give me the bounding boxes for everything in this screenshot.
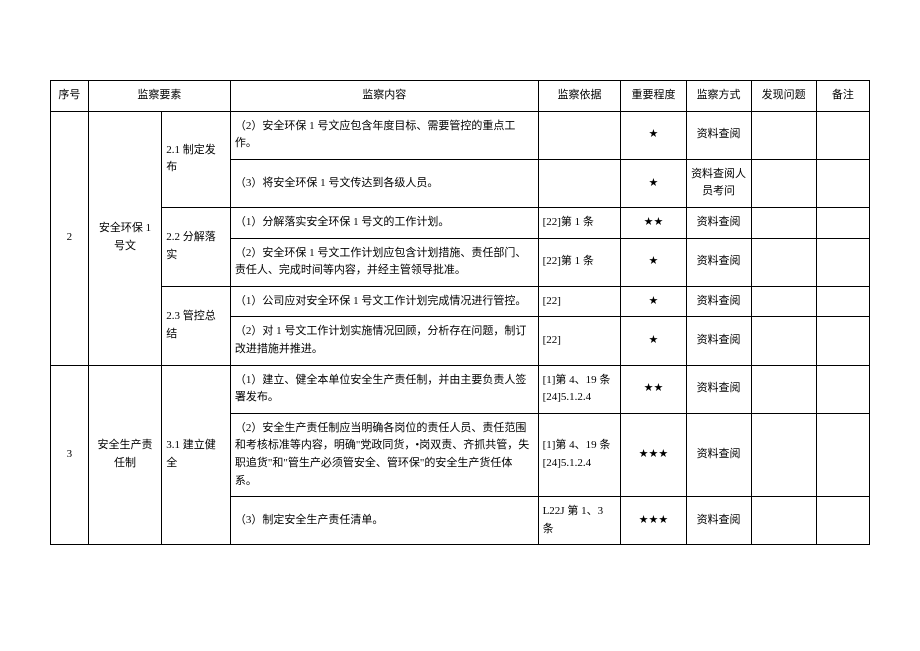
cell-issue (751, 365, 816, 413)
cell-basis: [1]第 4、19 条[24]5.1.2.4 (538, 413, 621, 496)
cell-issue (751, 238, 816, 286)
cell-basis: L22J 第 1、3 条 (538, 497, 621, 545)
cell-seq: 2 (51, 111, 89, 365)
cell-method: 资料查阅 (686, 286, 751, 317)
cell-importance: ★★★ (621, 497, 686, 545)
header-seq: 序号 (51, 81, 89, 112)
header-content: 监察内容 (230, 81, 538, 112)
cell-content: （1）分解落实安全环保 1 号文的工作计划。 (230, 207, 538, 238)
cell-method: 资料查阅人员考问 (686, 159, 751, 207)
header-method: 监察方式 (686, 81, 751, 112)
cell-note (816, 317, 869, 365)
cell-sub: 2.1 制定发布 (162, 111, 231, 207)
cell-sub: 2.2 分解落实 (162, 207, 231, 286)
cell-note (816, 159, 869, 207)
cell-issue (751, 286, 816, 317)
cell-basis: [22]第 1 条 (538, 238, 621, 286)
cell-issue (751, 497, 816, 545)
cell-note (816, 207, 869, 238)
cell-note (816, 111, 869, 159)
cell-basis: [22] (538, 317, 621, 365)
table-row: 2.3 管控总结 （1）公司应对安全环保 1 号文工作计划完成情况进行管控。 [… (51, 286, 870, 317)
table-row: 3 安全生产责任制 3.1 建立健全 （1）建立、健全本单位安全生产责任制，并由… (51, 365, 870, 413)
cell-basis (538, 111, 621, 159)
cell-basis: [22] (538, 286, 621, 317)
table-row: 2 安全环保 1 号文 2.1 制定发布 （2）安全环保 1 号文应包含年度目标… (51, 111, 870, 159)
cell-method: 资料查阅 (686, 111, 751, 159)
cell-content: （2）安全生产责任制应当明确各岗位的责任人员、责任范围和考核标准等内容，明确"党… (230, 413, 538, 496)
cell-method: 资料查阅 (686, 413, 751, 496)
header-basis: 监察依据 (538, 81, 621, 112)
header-note: 备注 (816, 81, 869, 112)
cell-note (816, 238, 869, 286)
cell-basis: [1]第 4、19 条[24]5.1.2.4 (538, 365, 621, 413)
cell-method: 资料查阅 (686, 497, 751, 545)
cell-content: （1）建立、健全本单位安全生产责任制，并由主要负责人签署发布。 (230, 365, 538, 413)
cell-method: 资料查阅 (686, 207, 751, 238)
cell-importance: ★★ (621, 207, 686, 238)
cell-importance: ★ (621, 286, 686, 317)
cell-content: （1）公司应对安全环保 1 号文工作计划完成情况进行管控。 (230, 286, 538, 317)
cell-issue (751, 207, 816, 238)
cell-seq: 3 (51, 365, 89, 545)
header-issue: 发现问题 (751, 81, 816, 112)
cell-note (816, 365, 869, 413)
cell-method: 资料查阅 (686, 317, 751, 365)
cell-issue (751, 413, 816, 496)
cell-issue (751, 111, 816, 159)
cell-importance: ★ (621, 317, 686, 365)
cell-content: （2）安全环保 1 号文应包含年度目标、需要管控的重点工作。 (230, 111, 538, 159)
cell-method: 资料查阅 (686, 365, 751, 413)
cell-importance: ★ (621, 111, 686, 159)
cell-content: （3）制定安全生产责任清单。 (230, 497, 538, 545)
cell-content: （2）安全环保 1 号文工作计划应包含计划措施、责任部门、责任人、完成时间等内容… (230, 238, 538, 286)
cell-sub: 2.3 管控总结 (162, 286, 231, 365)
cell-content: （3）将安全环保 1 号文传达到各级人员。 (230, 159, 538, 207)
cell-note (816, 286, 869, 317)
header-element: 监察要素 (88, 81, 230, 112)
cell-method: 资料查阅 (686, 238, 751, 286)
header-importance: 重要程度 (621, 81, 686, 112)
cell-basis (538, 159, 621, 207)
cell-element: 安全生产责任制 (88, 365, 161, 545)
cell-issue (751, 159, 816, 207)
cell-issue (751, 317, 816, 365)
inspection-table: 序号 监察要素 监察内容 监察依据 重要程度 监察方式 发现问题 备注 2 安全… (50, 80, 870, 545)
cell-importance: ★ (621, 159, 686, 207)
table-header-row: 序号 监察要素 监察内容 监察依据 重要程度 监察方式 发现问题 备注 (51, 81, 870, 112)
table-row: 2.2 分解落实 （1）分解落实安全环保 1 号文的工作计划。 [22]第 1 … (51, 207, 870, 238)
cell-importance: ★ (621, 238, 686, 286)
cell-importance: ★★★ (621, 413, 686, 496)
cell-element: 安全环保 1 号文 (88, 111, 161, 365)
cell-sub: 3.1 建立健全 (162, 365, 231, 545)
cell-importance: ★★ (621, 365, 686, 413)
cell-note (816, 497, 869, 545)
cell-note (816, 413, 869, 496)
cell-basis: [22]第 1 条 (538, 207, 621, 238)
cell-content: （2）对 1 号文工作计划实施情况回顾，分析存在问题，制订改进措施并推进。 (230, 317, 538, 365)
